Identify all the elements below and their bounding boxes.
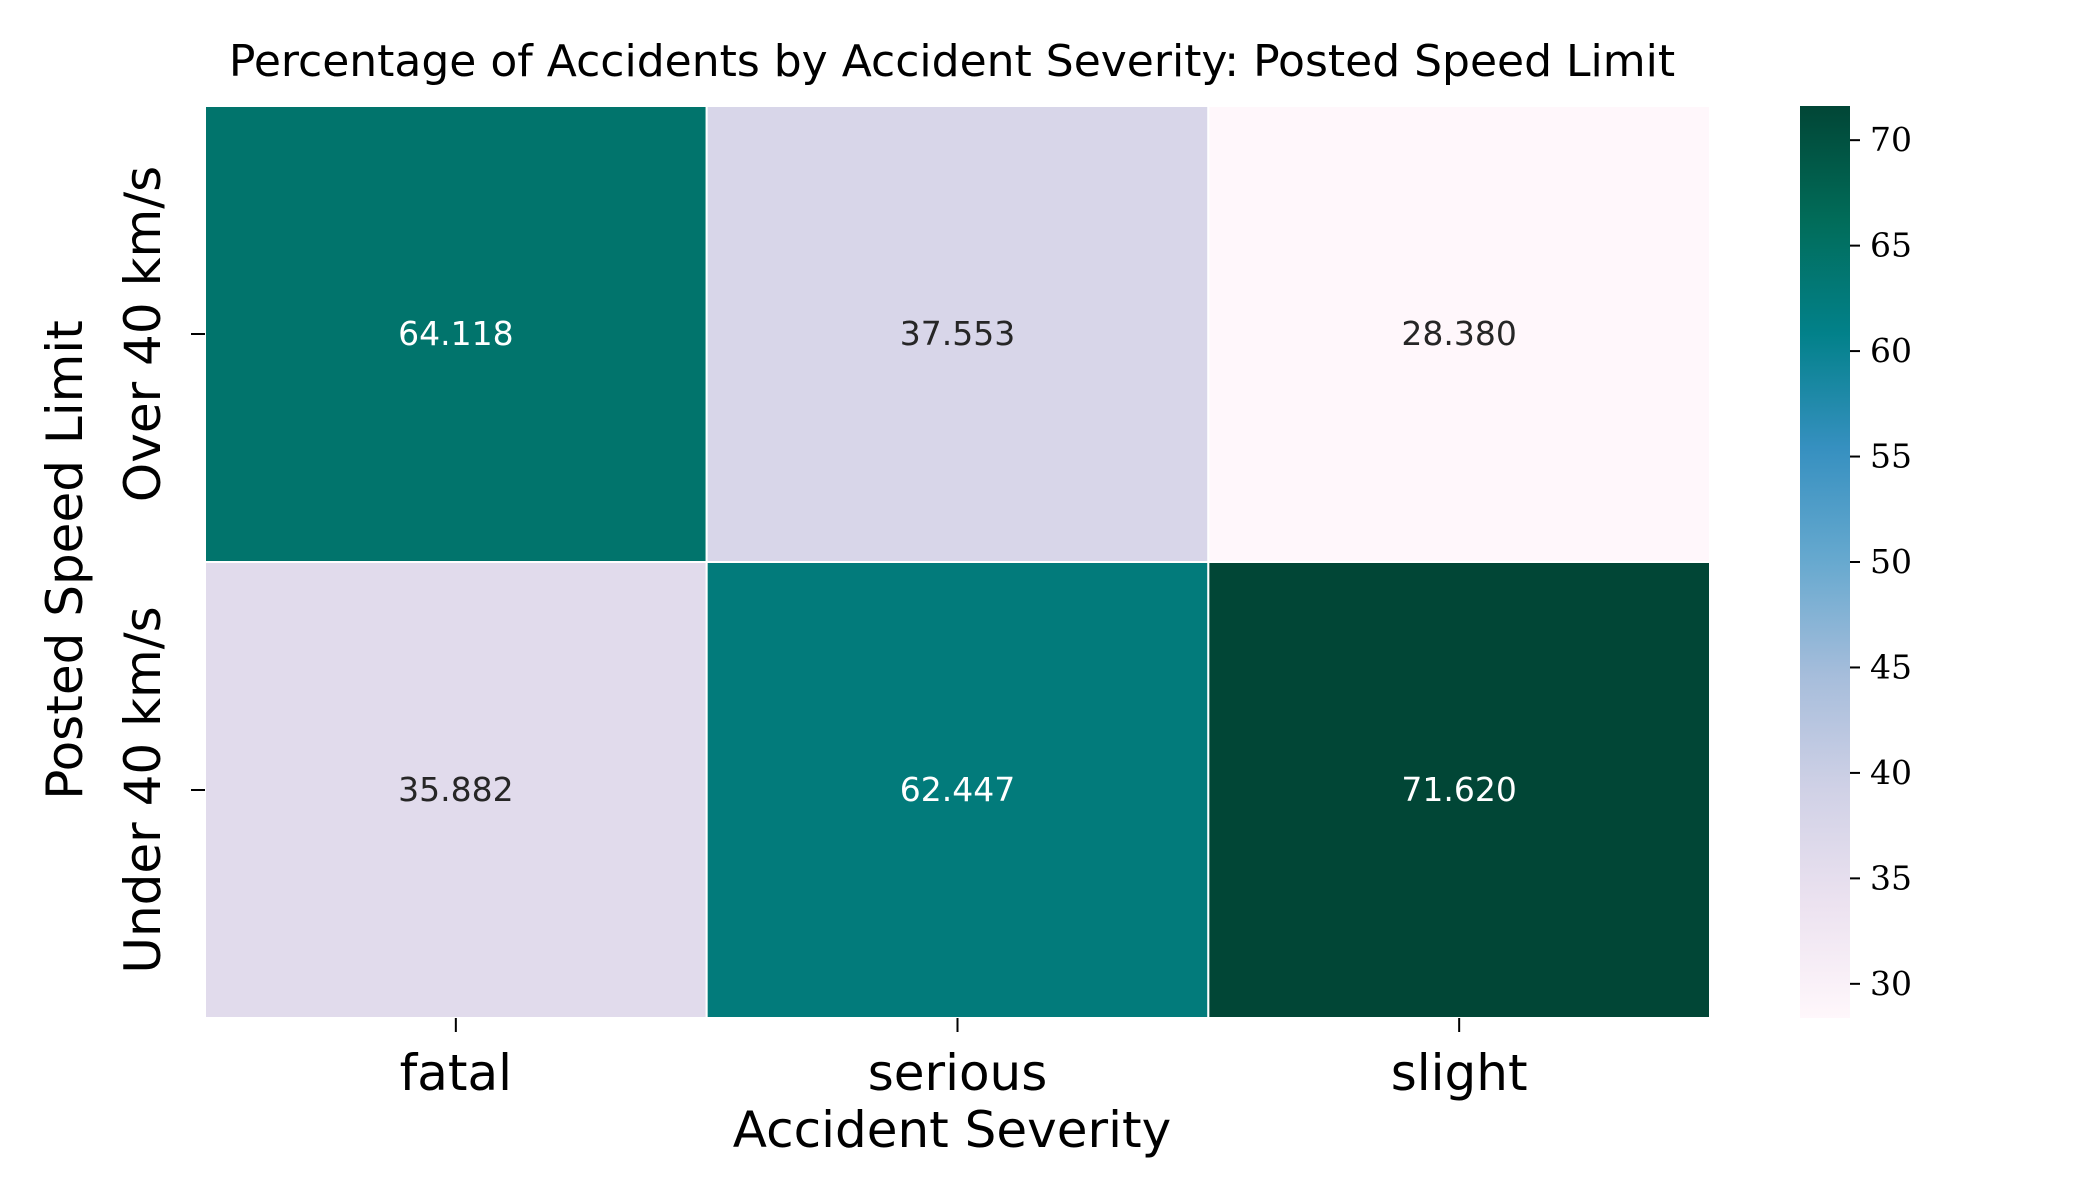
cell-value-label: 62.447 — [900, 770, 1015, 809]
cell-value-label: 35.882 — [398, 770, 513, 809]
x-axis-label: Accident Severity — [733, 1101, 1171, 1159]
colorbar-tick-label: 35 — [1870, 858, 1912, 897]
heatmap-cell — [705, 561, 1210, 1019]
heatmap-cell — [1207, 561, 1712, 1019]
heatmap-cell — [204, 561, 708, 1019]
heatmap-cell — [705, 105, 1210, 563]
cell-value-label: 37.553 — [900, 314, 1015, 353]
colorbar-tick-label: 70 — [1870, 120, 1912, 159]
y-tick-label: Under 40 km/s — [114, 606, 172, 973]
y-axis-label: Posted Speed Limit — [36, 320, 94, 800]
cell-value-label: 64.118 — [398, 314, 513, 353]
x-tick-label: slight — [1391, 1044, 1528, 1102]
heatmap-cells — [204, 105, 1712, 1019]
colorbar-tick-label: 55 — [1870, 437, 1912, 476]
colorbar-tick-label: 30 — [1870, 964, 1912, 1003]
cell-value-label: 28.380 — [1401, 314, 1516, 353]
cell-value-label: 71.620 — [1401, 770, 1516, 809]
colorbar-ticks: 30 35 40 45 50 55 60 65 70 — [1850, 120, 1912, 1003]
heatmap-cell — [1207, 105, 1712, 563]
x-axis-ticks: fatal serious slight — [400, 1018, 1528, 1102]
colorbar-tick-label: 40 — [1870, 753, 1912, 792]
colorbar-tick-label: 65 — [1870, 226, 1912, 265]
chart-title: Percentage of Accidents by Accident Seve… — [229, 36, 1675, 87]
y-axis-ticks: Over 40 km/s Under 40 km/s — [114, 166, 205, 974]
colorbar — [1800, 106, 1850, 1018]
x-tick-label: fatal — [400, 1044, 512, 1102]
x-tick-label: serious — [868, 1044, 1048, 1102]
colorbar-tick-label: 45 — [1870, 647, 1912, 686]
heatmap-cell-labels: 64.118 37.553 28.380 35.882 62.447 71.620 — [398, 314, 1517, 809]
y-tick-label: Over 40 km/s — [114, 166, 172, 502]
colorbar-tick-label: 50 — [1870, 542, 1912, 581]
colorbar-tick-label: 60 — [1870, 331, 1912, 370]
heatmap-cell — [204, 105, 708, 563]
